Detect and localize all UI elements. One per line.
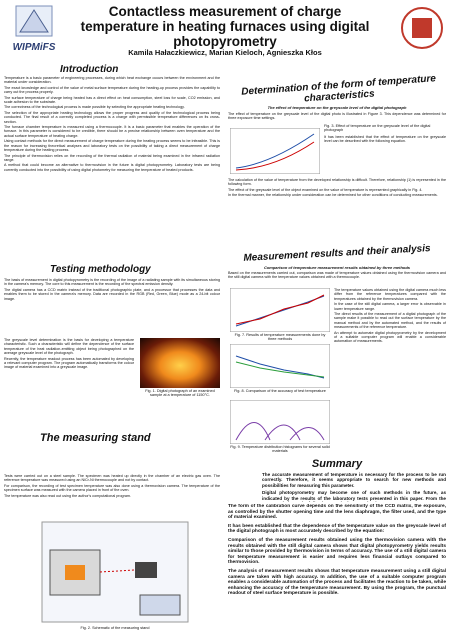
paragraph: The effect of temperature on the greysca…: [228, 112, 446, 121]
paragraph: Based on the measurements carried out, c…: [228, 271, 446, 280]
paragraph: Recently, the temperature readout proces…: [4, 356, 134, 370]
summary-point: The analysis of measurement results show…: [228, 568, 446, 597]
results-text: The temperature values obtained using th…: [334, 288, 446, 454]
sample: [65, 565, 85, 580]
paragraph: The effect of the greyscale level of the…: [228, 187, 423, 192]
line: [235, 361, 325, 378]
paragraph: Tests were carried out on a steel sample…: [4, 474, 220, 483]
paragraph: The temperature was also read out using …: [4, 493, 131, 498]
summary-point: It has been established that the depende…: [228, 523, 446, 535]
paragraph: The furnace chamber temperature is measu…: [4, 125, 220, 138]
paragraph: The accurate measurement of temperature …: [262, 472, 446, 488]
paragraph: The digital camera has a CCD matrix inst…: [4, 287, 220, 301]
chart-frame: [230, 288, 330, 332]
sample-photo: [140, 338, 220, 388]
char-text: The effect of temperature on the greysca…: [228, 112, 446, 126]
section-heading: Introduction: [60, 64, 119, 75]
paragraph: The principle of thermovision relies on …: [4, 153, 220, 162]
figure-caption: Fig. 3. Effect of temperature on the gre…: [324, 124, 431, 133]
paragraph: The calculation of the value of temperat…: [228, 178, 446, 187]
figure-caption: Fig. 1. Digital photograph of an examine…: [145, 389, 215, 398]
stand-schematic: [41, 521, 189, 623]
histogram: [235, 422, 325, 441]
sight-line: [99, 569, 136, 573]
curve: [235, 141, 315, 171]
paragraph: The correctness of the technological pro…: [4, 105, 185, 110]
section-heading: Determination of the form of temperature…: [240, 73, 437, 105]
fig8-chart: [230, 344, 330, 388]
logo-graphic: WIPMiFS: [13, 5, 56, 53]
paragraph: For comparison, the recording of test sp…: [4, 483, 220, 493]
paragraph: The selection of the appropriate heating…: [4, 110, 220, 124]
intro-text: Temperature is a basic parameter of engi…: [4, 76, 220, 262]
authors: Kamila Hałaczkiewicz, Marian Kieloch, Ag…: [128, 48, 322, 57]
line: [235, 294, 325, 325]
chart-frame: [230, 400, 330, 444]
paragraph: In the case of the still digital camera,…: [334, 302, 446, 311]
paragraph: The surface temperature of charge being …: [4, 95, 220, 105]
camera: [135, 562, 157, 578]
section-heading: The measuring stand: [40, 432, 151, 444]
chart-frame: [230, 344, 330, 388]
paragraph: An attempt to automate digital photopyro…: [334, 330, 446, 344]
fig3-chart: [230, 128, 320, 174]
logo-graphic: [401, 7, 443, 49]
logo-text: WIPMiFS: [13, 42, 56, 53]
right-logo: [400, 6, 444, 50]
section-heading: Measurement results and their analysis: [243, 243, 431, 264]
left-logo: WIPMiFS: [4, 4, 64, 56]
subheading: The effect of temperature on the greysca…: [267, 105, 407, 110]
figure-caption: Fig. 7. Results of temperature measureme…: [234, 333, 326, 342]
paragraph: Using contact methods for the direct mea…: [4, 139, 220, 153]
paragraph: It has been established that the effect …: [324, 134, 446, 144]
char-text: Fig. 3. Effect of temperature on the gre…: [324, 124, 446, 174]
summary-text: The accurate measurement of temperature …: [262, 472, 446, 502]
summary-points: The form of the calibration curve depend…: [228, 504, 446, 636]
paragraph: In the thermal manner, the relationship …: [228, 193, 438, 198]
fig7-chart: [230, 288, 330, 332]
paragraph: The greyscale level determination is the…: [4, 338, 134, 356]
summary-point: Comparison of the measurement results ob…: [228, 537, 446, 566]
paragraph: The temperature values obtained using th…: [334, 288, 446, 301]
figure-caption: Fig. 8. Comparison of the accuracy of te…: [234, 389, 326, 393]
summary-point: The form of the calibration curve depend…: [228, 504, 446, 521]
logo-shape: [412, 18, 432, 38]
paragraph: The exact knowledge and control of the v…: [4, 85, 220, 95]
subheading: Comparison of temperature measurement re…: [263, 265, 411, 270]
logo-shape: [19, 9, 49, 33]
method-text: The basis of measurement in digital phot…: [4, 278, 220, 336]
paragraph: A method that could become an alternativ…: [4, 163, 220, 172]
fig9-chart: [230, 400, 330, 444]
paragraph: Temperature is a basic parameter of engi…: [4, 76, 220, 85]
paragraph: The direct results of the measurement of…: [334, 312, 446, 330]
method-text: The greyscale level determination is the…: [4, 338, 134, 398]
poster-title: Contactless measurement of charge temper…: [80, 4, 370, 49]
stand-text: Tests were carried out on a steel sample…: [4, 474, 220, 518]
section-heading: Summary: [311, 458, 363, 470]
figure-caption: Fig. 2. Schematic of the measuring stand: [80, 626, 150, 630]
paragraph: Digital photopyrometry may become one of…: [262, 490, 446, 502]
paragraph: The basis of measurement in digital phot…: [4, 278, 220, 287]
computer: [139, 594, 181, 616]
section-heading: Testing methodology: [50, 264, 151, 275]
curve: [235, 133, 315, 169]
char-text: The calculation of the value of temperat…: [228, 178, 446, 242]
figure-caption: Fig. 9. Temperature distribution histogr…: [230, 445, 330, 454]
results-text: Based on the measurements carried out, c…: [228, 271, 446, 285]
